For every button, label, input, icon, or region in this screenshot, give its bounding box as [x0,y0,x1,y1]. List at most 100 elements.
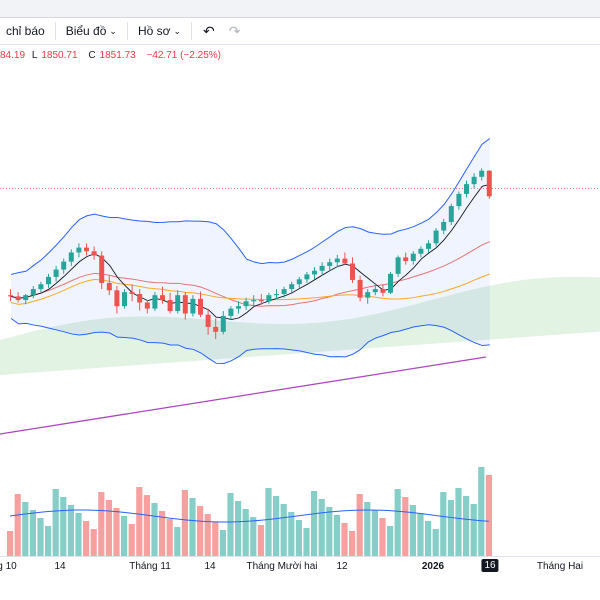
volume-bar [204,514,211,556]
candle-body [106,282,112,291]
volume-bar [90,529,97,556]
volume-bar [364,502,371,556]
candle-body [289,284,295,290]
candle-body [441,221,447,231]
volume-bar [159,511,166,556]
bollinger-upper [10,138,491,275]
candle-body [319,265,325,271]
candle-body [456,193,462,207]
toolbar-divider [191,22,193,40]
time-axis-label: 2026 [421,561,445,572]
volume-bar [273,496,280,556]
candle-body [23,295,29,301]
time-axis-label: 14 [54,561,66,572]
candle-body [30,289,36,296]
candle-body [175,295,181,312]
candle-body [433,230,439,244]
toolbar-divider [54,22,56,40]
candle-body [258,300,264,302]
candle-body [418,248,424,254]
volume-bar [379,518,386,556]
volume-bar [212,522,219,556]
candle-body [167,300,173,312]
volume-bar [174,527,181,556]
candle-body [38,284,44,290]
volume-bar [219,530,226,556]
candle-body [137,293,143,303]
volume-bar [22,502,29,556]
volume-bar [60,497,67,556]
volume-bar [303,528,310,556]
volume-bar [189,498,196,556]
candle-body [129,292,135,294]
volume-bar [45,526,52,556]
ma-line-short [10,183,490,321]
volume-bar [311,491,318,556]
price-chart[interactable] [0,44,600,556]
candle-body [236,306,241,309]
volume-bar [394,489,401,556]
volume-bar [341,523,348,556]
volume-bar [113,508,120,556]
candle-body [395,257,401,274]
candle-body [213,326,219,332]
volume-bar [151,503,158,556]
time-axis-label: g 10 [0,561,17,572]
volume-bar [166,519,173,556]
candle-body [471,176,477,185]
candle-body [76,247,82,253]
ohlc-low-key: L [31,50,38,61]
candle-body [350,263,355,280]
browser-top-strip [0,0,600,18]
candle-body [251,300,257,302]
ohlc-high-value: 84.19 [0,50,26,61]
ma200-line [0,356,487,435]
ma-line-orange [10,273,490,305]
volume-bar [455,488,462,556]
candle-body [266,295,272,302]
volume-bar [318,499,325,556]
time-axis-label: Tháng Mười hai [246,561,318,572]
time-axis-label: Tháng Hai [536,561,584,572]
candle-body [464,184,469,194]
volume-bar [143,495,150,556]
indicators-label: chỉ báo [6,24,45,38]
candle-body [46,276,51,285]
volume-bar [440,492,447,556]
candle-body [403,257,409,262]
redo-icon[interactable]: ↷ [228,22,241,39]
candle-body [228,308,234,316]
candle-body [243,301,249,307]
candle-body [160,295,165,301]
time-axis-label: 16 [481,559,499,572]
chart-menu-button[interactable]: Biểu đồ ⌄ [60,20,123,42]
profile-menu-button[interactable]: Hồ sơ ⌄ [132,20,187,42]
candle-body [296,279,302,285]
volume-bar [470,504,477,556]
volume-ma-line [9,509,489,523]
bollinger-fill [11,138,490,364]
candle-body [388,273,393,293]
volume-bar [181,490,188,556]
volume-bar [333,515,340,556]
candle-body [205,314,211,327]
volume-bar [121,516,128,556]
volume-bar [295,520,302,556]
candle-body [479,170,485,177]
volume-bar [356,494,363,556]
undo-icon[interactable]: ↶ [203,22,215,39]
candle-body [190,298,196,314]
candle-body [327,262,333,266]
indicators-button[interactable]: chỉ báo [0,20,51,42]
volume-bar [242,509,249,556]
volume-bar [432,529,439,556]
candle-body [304,274,310,280]
bollinger-basis [10,241,490,307]
time-axis-label: 14 [204,561,216,572]
time-axis[interactable]: g 10 14 Tháng 11 14 Tháng Mười hai 12 2026 16 Th… [0,556,600,577]
profile-menu-label: Hồ sơ [137,24,171,38]
ohlc-close-key: C [88,50,96,61]
candle-body [61,261,67,270]
volume-bar [52,489,59,556]
candle-body [380,289,386,293]
